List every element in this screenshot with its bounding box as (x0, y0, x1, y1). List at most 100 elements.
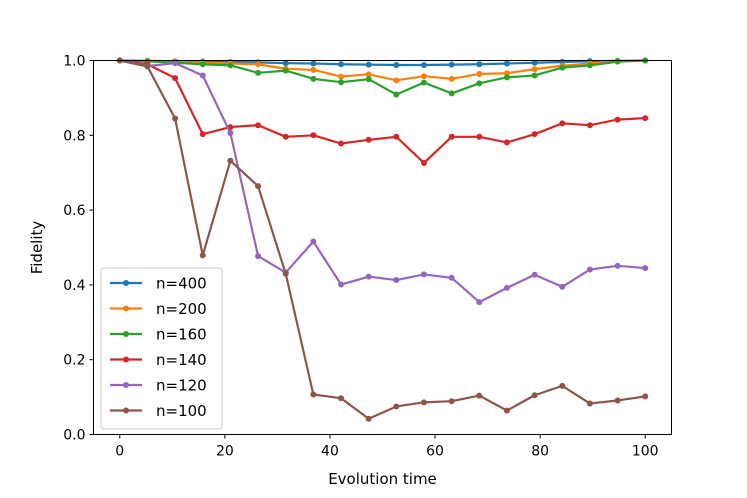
legend-label: n=160 (156, 326, 207, 344)
data-point-n-100 (642, 393, 649, 400)
data-point-n-200 (448, 75, 455, 82)
series-line-n-120 (119, 59, 646, 304)
series-line-n-200 (119, 59, 646, 82)
y-tick-label: 0.6 (63, 203, 85, 219)
data-point-n-160 (503, 74, 510, 81)
y-tick-label: 0.2 (63, 353, 85, 369)
y-tick-label: 0.4 (63, 278, 85, 294)
data-point-n-160 (614, 58, 621, 65)
data-point-n-100 (310, 391, 317, 398)
legend-item: n=200 (110, 300, 207, 318)
data-point-n-100 (227, 157, 234, 164)
legend-swatch-marker (123, 331, 129, 337)
legend-label: n=100 (156, 402, 207, 420)
data-point-n-100 (531, 392, 538, 399)
data-point-n-120 (393, 277, 400, 284)
data-point-n-140 (559, 120, 566, 127)
x-tick-label: 20 (216, 444, 234, 460)
data-point-n-200 (310, 66, 317, 73)
data-point-n-100 (420, 399, 427, 406)
data-point-n-120 (365, 273, 372, 280)
data-point-n-100 (172, 115, 179, 122)
data-point-n-120 (642, 265, 649, 272)
legend-swatch-marker (123, 280, 129, 286)
series-line-n-140 (119, 59, 646, 165)
data-point-n-160 (227, 62, 234, 69)
data-point-n-160 (338, 79, 345, 86)
data-point-n-160 (531, 72, 538, 79)
x-tick-label: 60 (426, 444, 444, 460)
data-point-n-200 (420, 73, 427, 80)
series-line-n-400 (119, 59, 646, 67)
x-tick-label: 80 (531, 444, 549, 460)
legend-label: n=120 (156, 377, 207, 395)
data-point-n-160 (310, 75, 317, 82)
data-point-n-400 (476, 61, 483, 68)
data-point-n-140 (420, 159, 427, 166)
data-point-n-100 (614, 397, 621, 404)
legend-swatch-marker (123, 356, 129, 363)
data-point-n-100 (393, 403, 400, 410)
legend-label: n=400 (156, 275, 207, 293)
plot-frame (93, 60, 672, 435)
data-point-n-160 (199, 61, 206, 68)
data-point-n-200 (365, 71, 372, 78)
series-line-n-100 (119, 59, 646, 420)
data-point-n-200 (476, 70, 483, 77)
data-point-n-140 (310, 132, 317, 139)
data-point-n-140 (476, 133, 483, 140)
data-point-n-200 (503, 70, 510, 77)
legend-item: n=400 (110, 275, 207, 293)
data-point-n-400 (365, 61, 372, 68)
legend-swatch-marker (123, 305, 129, 312)
y-axis-ticks: 0.0 0.2 0.4 0.6 0.8 1.0 (63, 54, 94, 444)
legend-item: n=140 (110, 351, 207, 369)
data-point-n-160 (365, 76, 372, 83)
data-point-n-140 (642, 115, 649, 122)
data-point-n-200 (255, 61, 262, 68)
data-point-n-140 (503, 139, 510, 146)
legend-label: n=140 (156, 351, 207, 369)
data-point-n-100 (559, 382, 566, 389)
data-point-n-100 (144, 63, 151, 70)
data-point-n-160 (255, 69, 262, 76)
data-point-n-160 (448, 90, 455, 97)
x-tick-label: 100 (632, 444, 659, 460)
data-point-n-140 (448, 133, 455, 140)
data-point-n-140 (338, 140, 345, 147)
data-point-n-100 (365, 415, 372, 422)
series-line-n-160 (119, 59, 646, 96)
data-point-n-100 (586, 400, 593, 407)
legend-item: n=160 (110, 326, 207, 344)
data-point-n-160 (586, 62, 593, 69)
series-n-100 (116, 57, 649, 422)
data-point-n-120 (420, 271, 427, 278)
data-point-n-120 (531, 271, 538, 278)
data-point-n-140 (199, 131, 206, 138)
data-point-n-200 (338, 73, 345, 80)
legend-label: n=200 (156, 300, 207, 318)
data-point-n-160 (476, 80, 483, 87)
data-point-n-120 (338, 281, 345, 288)
x-axis-ticks: 0 20 40 60 80 100 (115, 434, 659, 460)
data-point-n-200 (393, 77, 400, 84)
data-point-n-400 (393, 61, 400, 68)
data-point-n-100 (448, 398, 455, 405)
legend-swatch-marker (123, 382, 129, 388)
legend-item: n=120 (110, 377, 207, 395)
data-point-n-140 (255, 122, 262, 129)
data-point-n-120 (448, 274, 455, 281)
data-point-n-160 (559, 64, 566, 71)
data-point-n-160 (420, 79, 427, 86)
y-axis-label: Fidelity (28, 221, 46, 275)
data-point-n-120 (614, 262, 621, 269)
data-point-n-100 (199, 252, 206, 259)
data-point-n-100 (282, 270, 289, 277)
data-point-n-120 (503, 284, 510, 291)
data-point-n-400 (531, 59, 538, 66)
data-point-n-120 (172, 60, 179, 67)
x-axis-label: Evolution time (328, 470, 437, 488)
legend-swatch-marker (123, 407, 129, 414)
legend: n=400 n=200 n=160 n=140 n=120 n=100 (100, 267, 223, 430)
